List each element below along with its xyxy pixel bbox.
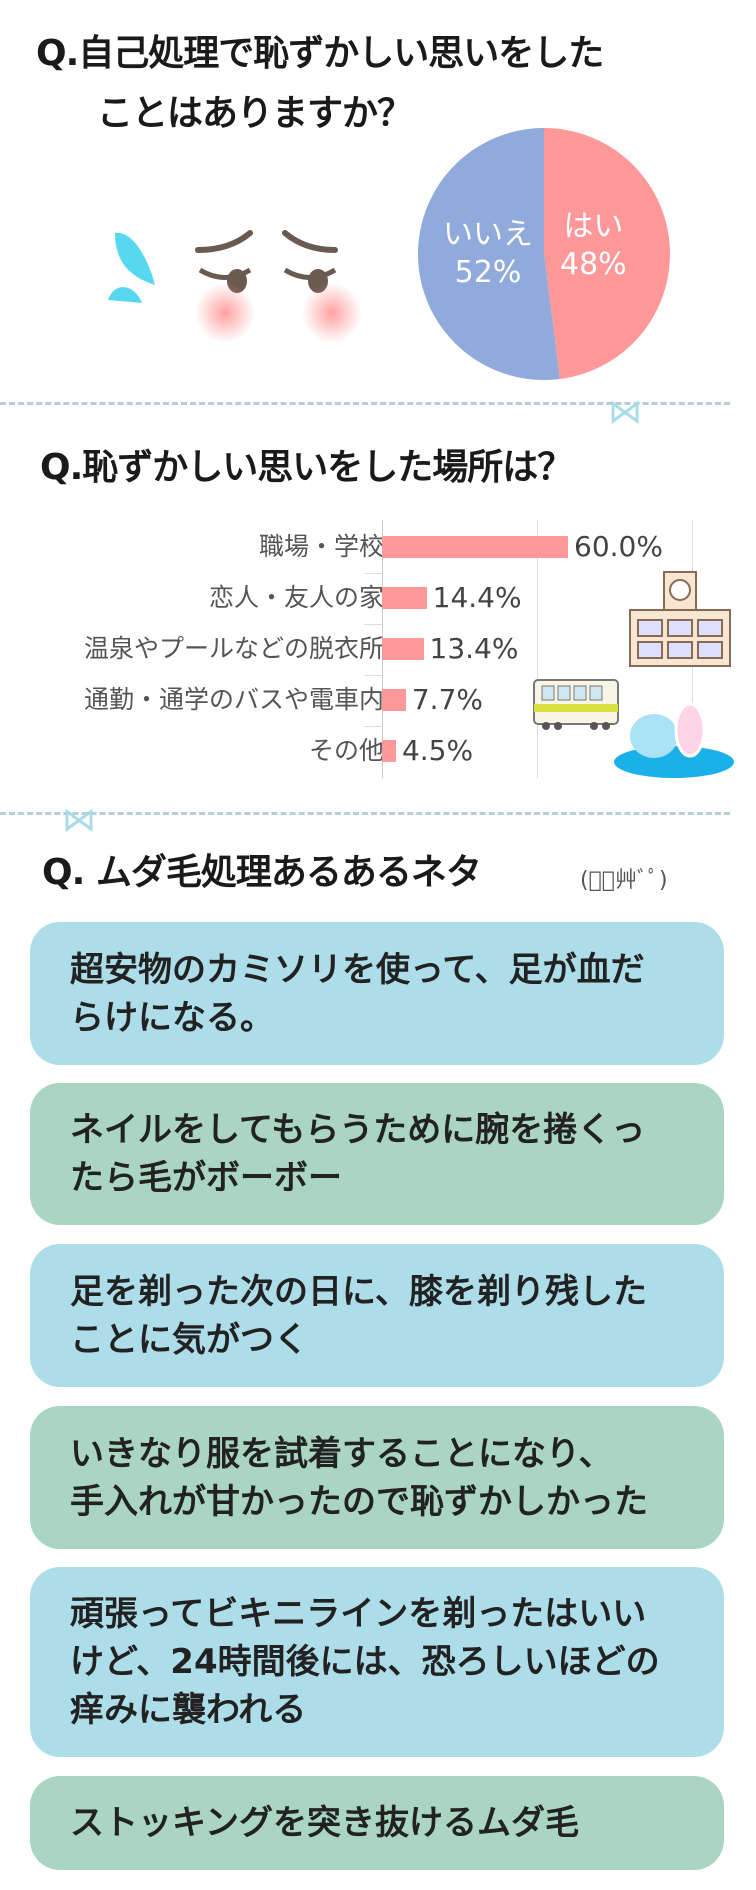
bar: [382, 587, 427, 609]
q2-bar-chart: 職場・学校 60.0% 恋人・友人の家 14.4% 温泉やプールなどの脱衣所 13.4% 通…: [0, 0, 756, 800]
aruaru-text: 超安物のカミソリを使って、足が血だ らけになる。: [70, 946, 645, 1042]
aruaru-line: けど、24時間後には、恐ろしいほどの: [70, 1642, 660, 1682]
q2-title: Q.恥ずかしい思いをした場所は？: [40, 447, 573, 488]
aruaru-text: 頑張ってビキニラインを剃ったはいい けど、24時間後には、恐ろしいほどの 痒みに襲わ…: [70, 1590, 660, 1734]
pie-label-yes: はい 48%: [560, 209, 627, 282]
bar-value-label: 13.4%: [429, 632, 519, 665]
aruaru-line: 超安物のカミソリを使って、足が血だ: [70, 949, 645, 990]
bar-value-label: 7.7%: [411, 683, 483, 716]
aruaru-line: ストッキングを突き抜けるムダ毛: [70, 1803, 579, 1843]
emoticon: (ﾟﾞ艸ﾞﾟ): [580, 868, 668, 893]
swimming-character-icon: [614, 702, 734, 778]
bar-value-label: 60.0%: [574, 530, 663, 563]
sweat-drop-icon: [108, 287, 142, 303]
gridline: [537, 520, 538, 778]
q1-title-line2: ことはありますか？: [97, 93, 413, 134]
row-tick: [364, 726, 382, 727]
aruaru-text: ストッキングを突き抜けるムダ毛: [70, 1799, 579, 1847]
q1-pie-chart: [418, 128, 671, 380]
bar-value-label: 4.5%: [401, 734, 474, 767]
aruaru-text: ネイルをしてもらうために腕を捲くっ たら毛がボーボー: [70, 1106, 645, 1202]
aruaru-line: 頑張ってビキニラインを剃ったはいい: [70, 1594, 647, 1634]
bar-category-label: 通勤・通学のバスや電車内: [83, 685, 384, 714]
bar-category-label: 職場・学校: [258, 532, 384, 561]
sweat-drop-icon: [115, 232, 155, 285]
aruaru-text: 足を剃った次の日に、膝を剃り残した ことに気がつく: [70, 1268, 647, 1364]
bar-category-label: 温泉やプールなどの脱衣所: [83, 634, 384, 663]
row-tick: [364, 573, 382, 574]
embarrassed-face-icon: [108, 230, 362, 343]
bar: [382, 638, 424, 660]
bar-value-label: 14.4%: [432, 581, 522, 614]
row-tick: [364, 675, 382, 676]
bar: [382, 689, 406, 711]
bar: [382, 536, 568, 558]
ribbon-icon: ⋈: [608, 392, 642, 432]
divider: [0, 812, 730, 815]
pie-label-no: いいえ 52%: [443, 217, 533, 290]
aruaru-line: 足を剃った次の日に、膝を剃り残した: [70, 1271, 647, 1312]
pie-slice: [544, 128, 671, 380]
q3-title: Q. ムダ毛処理あるあるネタ: [42, 852, 482, 893]
aruaru-card: ネイルをしてもらうために腕を捲くっ たら毛がボーボー: [30, 1083, 724, 1225]
aruaru-card: 足を剃った次の日に、膝を剃り残した ことに気がつく: [30, 1244, 724, 1387]
aruaru-line: たら毛がボーボー: [70, 1158, 342, 1198]
aruaru-card: 頑張ってビキニラインを剃ったはいい けど、24時間後には、恐ろしいほどの 痒みに襲わ…: [30, 1567, 724, 1757]
aruaru-line: いきなり服を試着することになり、: [70, 1433, 613, 1474]
aruaru-card: 超安物のカミソリを使って、足が血だ らけになる。: [30, 922, 724, 1065]
aruaru-text: いきなり服を試着することになり、 手入れが甘かったので恥ずかしかった: [70, 1430, 648, 1526]
aruaru-line: ことに気がつく: [70, 1319, 308, 1360]
aruaru-line: 痒みに襲われる: [70, 1690, 307, 1730]
bar-category-label: その他: [308, 736, 384, 765]
bar-category-label: 恋人・友人の家: [208, 583, 384, 612]
ribbon-icon: ⋈: [62, 800, 96, 840]
train-icon: [533, 679, 619, 730]
divider: [0, 402, 730, 405]
bar: [382, 740, 396, 762]
row-tick: [364, 624, 382, 625]
q1-title-line1: Q.自己処理で恥ずかしい思いをした: [36, 33, 604, 74]
school-building-icon: [629, 571, 731, 667]
aruaru-line: 手入れが甘かったので恥ずかしかった: [70, 1481, 648, 1522]
aruaru-line: らけになる。: [70, 997, 274, 1038]
aruaru-card: ストッキングを突き抜けるムダ毛: [30, 1776, 724, 1870]
aruaru-line: ネイルをしてもらうために腕を捲くっ: [70, 1110, 646, 1150]
aruaru-card: いきなり服を試着することになり、 手入れが甘かったので恥ずかしかった: [30, 1406, 724, 1549]
pie-slice: [418, 128, 560, 380]
